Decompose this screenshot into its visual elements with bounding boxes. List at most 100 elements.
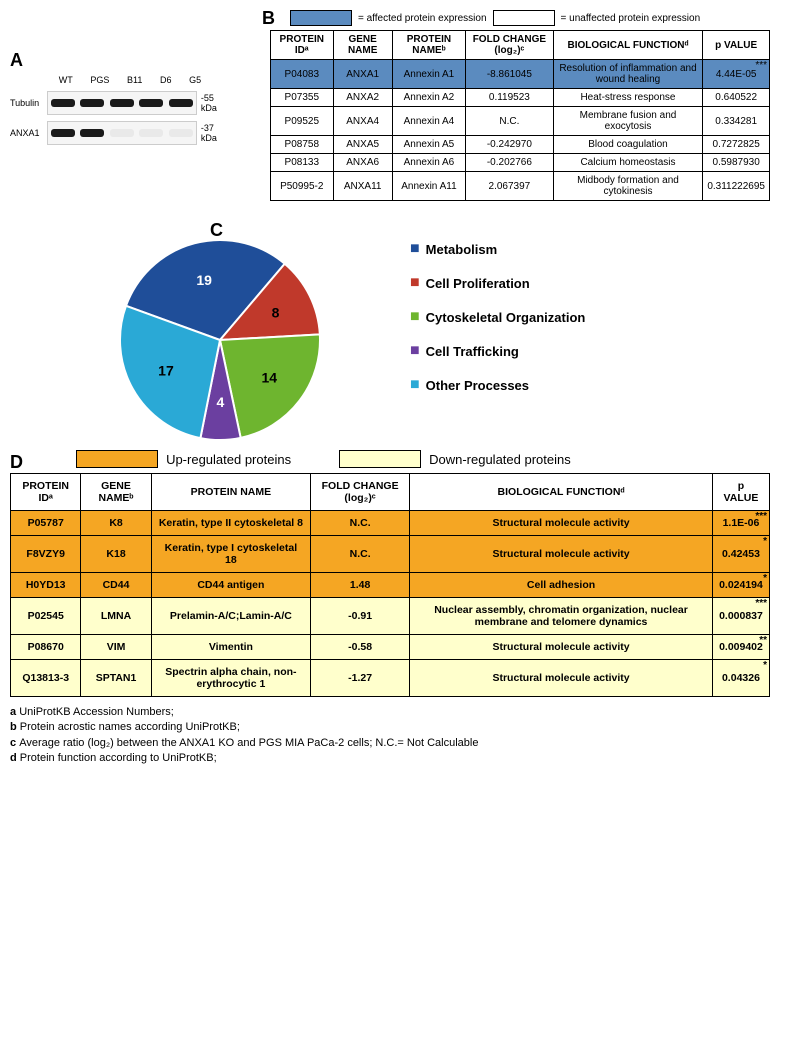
significance-stars: * (763, 536, 767, 547)
lane-label: G5 (189, 75, 201, 85)
table-cell: 0.5987930 (703, 154, 770, 172)
table-row: P50995-2ANXA11Annexin A112.067397Midbody… (271, 172, 770, 201)
table-header: FOLD CHANGE (log₂)ᶜ (466, 31, 554, 60)
table-header: GENE NAME (333, 31, 392, 60)
pie-value-label: 19 (196, 272, 212, 288)
table-cell: 0.024194* (712, 573, 769, 598)
table-header: FOLD CHANGE (log₂)ᶜ (311, 474, 410, 511)
pie-legend: ■ Metabolism ■ Cell Proliferation ■ Cytoskele… (410, 240, 585, 410)
band (110, 99, 134, 107)
pie-legend-item: ■ Cytoskeletal Organization (410, 308, 585, 326)
table-cell: N.C. (466, 107, 554, 136)
table-cell: 4.44E-05*** (703, 60, 770, 89)
legend-label: Cytoskeletal Organization (426, 310, 586, 325)
table-cell: -0.242970 (466, 136, 554, 154)
legend-down-text: Down-regulated proteins (429, 452, 571, 467)
table-cell: Heat-stress response (553, 89, 703, 107)
swatch-up (76, 450, 158, 468)
table-cell: Annexin A1 (392, 60, 465, 89)
panel-a: A WTPGSB11D6G5 Tubulin-55 kDaANXA1-37 kD… (10, 50, 250, 145)
panel-c: C 19814417 ■Metabolism■Cell Proliferatio… (10, 220, 777, 450)
table-cell: Midbody formation and cytokinesis (553, 172, 703, 201)
panel-b-label: B (262, 8, 275, 29)
band (110, 129, 134, 137)
legend-marker-icon: ■ (410, 308, 420, 326)
table-cell: CD44 antigen (151, 573, 310, 598)
table-cell: VIM (81, 635, 151, 660)
table-cell: Membrane fusion and exocytosis (553, 107, 703, 136)
table-cell: P05787 (11, 511, 81, 536)
table-row: H0YD13CD44CD44 antigen1.48Cell adhesion0… (11, 573, 770, 598)
significance-stars: *** (755, 60, 767, 71)
panel-d: D Up-regulated proteins Down-regulated p… (10, 450, 777, 697)
table-cell: -0.58 (311, 635, 410, 660)
table-cell: P08758 (271, 136, 334, 154)
table-cell: -1.27 (311, 660, 410, 697)
footnote-text: Protein function according to UniProtKB; (20, 752, 217, 764)
significance-stars: *** (755, 511, 767, 522)
footnote-text: Protein acrostic names according UniProt… (20, 721, 240, 733)
footnote: b Protein acrostic names according UniPr… (10, 720, 777, 735)
pie-value-label: 17 (158, 362, 174, 378)
table-cell: N.C. (311, 536, 410, 573)
mw-label: -37 kDa (201, 123, 230, 143)
pie-legend-item: ■ Metabolism (410, 240, 585, 258)
figure-container: B = affected protein expression = unaffe… (10, 10, 777, 767)
swatch-unaffected (493, 10, 555, 26)
footnote-key: b (10, 721, 20, 733)
footnote-text: Average ratio (log₂) between the ANXA1 K… (19, 737, 478, 749)
table-row: P05787K8Keratin, type II cytoskeletal 8N… (11, 511, 770, 536)
footnotes: a UniProtKB Accession Numbers;b Protein … (10, 705, 777, 767)
table-cell: 0.7272825 (703, 136, 770, 154)
legend-marker-icon: ■ (410, 376, 420, 394)
legend-marker-icon: ■ (410, 274, 420, 292)
blot-strip (47, 91, 197, 115)
legend-label: Other Processes (426, 378, 529, 393)
pie-value-label: 8 (272, 304, 280, 320)
table-cell: P02545 (11, 598, 81, 635)
table-cell: 1.1E-06*** (712, 511, 769, 536)
lane-label: WT (59, 75, 73, 85)
table-cell: ANXA1 (333, 60, 392, 89)
table-cell: ANXA6 (333, 154, 392, 172)
table-cell: Structural molecule activity (410, 660, 713, 697)
pie-legend-item: ■ Other Processes (410, 376, 585, 394)
table-cell: SPTAN1 (81, 660, 151, 697)
blot-row: Tubulin-55 kDa (10, 91, 230, 115)
lane-label: PGS (90, 75, 109, 85)
panel-a-label: A (10, 50, 250, 71)
legend-b: = affected protein expression = unaffect… (290, 10, 777, 26)
table-cell: P09525 (271, 107, 334, 136)
table-cell: Cell adhesion (410, 573, 713, 598)
table-row: P08133ANXA6Annexin A6-0.202766Calcium ho… (271, 154, 770, 172)
pie-chart: 19 8 14 4 17 (110, 230, 370, 450)
table-cell: 0.42453* (712, 536, 769, 573)
footnote: c Average ratio (log₂) between the ANXA1… (10, 736, 777, 751)
blot-row: ANXA1-37 kDa (10, 121, 230, 145)
panel-d-label: D (10, 452, 23, 473)
pie-value-label: 14 (261, 370, 277, 386)
table-row: F8VZY9K18Keratin, type I cytoskeletal 18… (11, 536, 770, 573)
table-header: BIOLOGICAL FUNCTIONᵈ (553, 31, 703, 60)
table-cell: Q13813-3 (11, 660, 81, 697)
band (51, 129, 75, 137)
band (139, 99, 163, 107)
band (139, 129, 163, 137)
table-b: PROTEIN IDᵃGENE NAMEPROTEIN NAMEᵇFOLD CH… (270, 30, 770, 201)
legend-label: Cell Proliferation (426, 276, 530, 291)
table-cell: 1.48 (311, 573, 410, 598)
legend-label: Metabolism (426, 242, 498, 257)
legend-marker-icon: ■ (410, 240, 420, 258)
table-row: P09525ANXA4Annexin A4N.C.Membrane fusion… (271, 107, 770, 136)
table-cell: Spectrin alpha chain, non-erythrocytic 1 (151, 660, 310, 697)
table-header: p VALUE (703, 31, 770, 60)
swatch-affected (290, 10, 352, 26)
table-cell: 0.119523 (466, 89, 554, 107)
table-header: p VALUE (712, 474, 769, 511)
footnote-key: a (10, 706, 19, 718)
table-cell: Structural molecule activity (410, 635, 713, 660)
blot-strip (47, 121, 197, 145)
table-cell: H0YD13 (11, 573, 81, 598)
pie-value-label: 4 (216, 394, 224, 410)
lane-label: B11 (127, 75, 142, 85)
